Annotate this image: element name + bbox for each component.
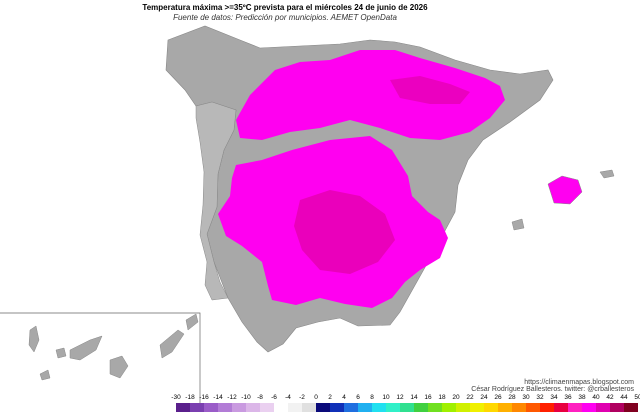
map-title: Temperatura máxima >=35ºC prevista para …: [142, 3, 428, 12]
credits-author: César Rodríguez Ballesteros. twitter: @c…: [471, 386, 634, 393]
legend-swatch: [386, 403, 400, 412]
legend-label: 40: [592, 394, 600, 401]
legend-label: -30: [171, 394, 181, 401]
legend-swatch: [526, 403, 540, 412]
legend-swatch: [190, 403, 204, 412]
legend-label: 38: [578, 394, 586, 401]
legend-swatch: [260, 403, 274, 412]
legend-label: 24: [480, 394, 488, 401]
fuerteventura-island: [159, 329, 185, 359]
legend-label: 30: [522, 394, 530, 401]
legend-label: -8: [257, 394, 263, 401]
heat-area-central-core: [294, 190, 395, 274]
legend-swatch: [428, 403, 442, 412]
legend-swatch: [204, 403, 218, 412]
gran-canaria-island: [109, 355, 129, 379]
menorca-island: [599, 169, 615, 179]
portugal-landmass: [195, 101, 237, 301]
legend-swatch: [246, 403, 260, 412]
legend-label: 16: [424, 394, 432, 401]
legend-label: 12: [396, 394, 404, 401]
legend-swatch: [302, 403, 316, 412]
lanzarote-island: [185, 313, 199, 331]
legend-swatch: [288, 403, 302, 412]
legend-swatch: [414, 403, 428, 412]
legend-swatch: [512, 403, 526, 412]
legend-label: -10: [241, 394, 251, 401]
legend-color-bar: [176, 403, 638, 412]
legend-swatch: [344, 403, 358, 412]
legend-swatch: [176, 403, 190, 412]
legend-swatch: [400, 403, 414, 412]
legend-label: -2: [299, 394, 305, 401]
legend-label: 0: [314, 394, 318, 401]
legend-swatch: [358, 403, 372, 412]
legend-label: 32: [536, 394, 544, 401]
legend-label: -14: [213, 394, 223, 401]
legend-swatch: [596, 403, 610, 412]
legend-swatch: [218, 403, 232, 412]
legend-label: 50: [634, 394, 640, 401]
tenerife-island: [69, 335, 103, 361]
legend-swatch: [442, 403, 456, 412]
legend-label: 26: [494, 394, 502, 401]
legend-label: -16: [199, 394, 209, 401]
legend-label: -4: [285, 394, 291, 401]
credits: https://climaenmapas.blogspot.com César …: [471, 379, 634, 393]
legend-label: 18: [438, 394, 446, 401]
legend-swatch: [372, 403, 386, 412]
legend-label: -18: [185, 394, 195, 401]
legend-swatch: [232, 403, 246, 412]
legend-label: 42: [606, 394, 614, 401]
legend-swatch: [498, 403, 512, 412]
legend-label: 28: [508, 394, 516, 401]
ibiza-island: [511, 218, 525, 231]
legend-label: -12: [227, 394, 237, 401]
legend-label: 34: [550, 394, 558, 401]
legend-swatch: [540, 403, 554, 412]
legend-label: 22: [466, 394, 474, 401]
legend-label: 8: [370, 394, 374, 401]
legend-swatch: [456, 403, 470, 412]
legend-label: -6: [271, 394, 277, 401]
legend-label: 2: [328, 394, 332, 401]
legend-swatch: [470, 403, 484, 412]
heat-area-north: [236, 50, 505, 140]
legend-swatch: [568, 403, 582, 412]
mallorca-island: [547, 175, 583, 205]
legend-label: 10: [382, 394, 390, 401]
legend-label: 36: [564, 394, 572, 401]
heat-area-ebro: [390, 76, 470, 104]
legend-label: 6: [356, 394, 360, 401]
legend-swatch: [554, 403, 568, 412]
legend-swatch: [610, 403, 624, 412]
canary-inset-frame: [0, 312, 201, 411]
legend-swatch: [316, 403, 330, 412]
legend-label: 14: [410, 394, 418, 401]
map-subtitle: Fuente de datos: Predicción por municipi…: [173, 13, 397, 22]
legend-label: 4: [342, 394, 346, 401]
legend-swatch: [274, 403, 288, 412]
el-hierro-island: [39, 369, 51, 381]
legend-swatch: [624, 403, 638, 412]
legend-swatch: [484, 403, 498, 412]
legend-label: 20: [452, 394, 460, 401]
heat-areas: [218, 50, 505, 308]
legend-swatch: [582, 403, 596, 412]
credits-website[interactable]: https://climaenmapas.blogspot.com: [524, 379, 634, 386]
la-gomera-island: [55, 347, 67, 359]
canary-islands: [28, 313, 199, 381]
legend-swatch: [330, 403, 344, 412]
legend-label: 44: [620, 394, 628, 401]
la-palma-island: [28, 325, 40, 353]
